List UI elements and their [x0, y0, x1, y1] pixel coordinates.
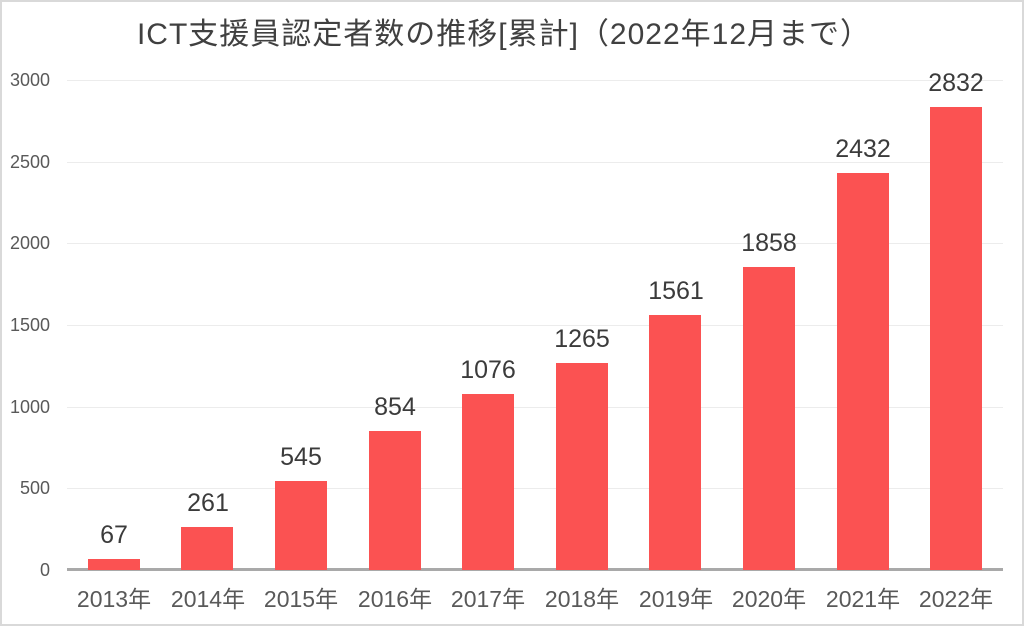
bar — [369, 431, 421, 570]
x-tick-label: 2018年 — [544, 586, 620, 612]
chart-title: ICT支援員認定者数の推移[累計]（2022年12月まで） — [136, 18, 872, 51]
y-tick-label: 2000 — [9, 233, 50, 253]
bar — [649, 315, 701, 570]
x-tick-label: 2014年 — [170, 586, 246, 612]
gridline — [67, 243, 1003, 244]
x-tick-label: 2017年 — [450, 586, 526, 612]
bar-value-label: 1265 — [554, 325, 610, 353]
x-tick-label: 2019年 — [638, 586, 714, 612]
bar-value-label: 2832 — [928, 69, 984, 97]
y-tick-label: 0 — [39, 560, 50, 580]
x-tick-label: 2016年 — [357, 586, 433, 612]
x-tick-label: 2015年 — [263, 586, 339, 612]
bar — [556, 363, 608, 570]
bar-value-label: 67 — [100, 521, 128, 549]
x-tick-label: 2013年 — [76, 586, 152, 612]
y-tick-label: 500 — [19, 478, 50, 498]
bar — [743, 267, 795, 570]
bar-value-label: 261 — [187, 489, 229, 517]
bar — [88, 559, 140, 570]
bar-value-label: 1076 — [460, 356, 516, 384]
gridline — [67, 325, 1003, 326]
x-tick-label: 2020年 — [731, 586, 807, 612]
gridline — [67, 488, 1003, 489]
bar — [930, 107, 982, 570]
x-tick-label: 2021年 — [825, 586, 901, 612]
bar-value-label: 545 — [280, 443, 322, 471]
bar-value-label: 854 — [374, 393, 416, 421]
y-tick-label: 1000 — [9, 397, 50, 417]
bar — [181, 527, 233, 570]
bar — [837, 173, 889, 570]
x-tick-label: 2022年 — [918, 586, 994, 612]
bar-value-label: 2432 — [835, 135, 891, 163]
gridline — [67, 407, 1003, 408]
bar — [462, 394, 514, 570]
x-axis-line — [67, 568, 1003, 571]
bar-value-label: 1561 — [648, 277, 704, 305]
bar-value-label: 1858 — [741, 229, 797, 257]
bar — [275, 481, 327, 570]
gridline — [67, 80, 1003, 81]
gridline — [67, 162, 1003, 163]
y-tick-label: 1500 — [9, 315, 50, 335]
y-tick-label: 3000 — [9, 70, 50, 90]
y-tick-label: 2500 — [9, 152, 50, 172]
